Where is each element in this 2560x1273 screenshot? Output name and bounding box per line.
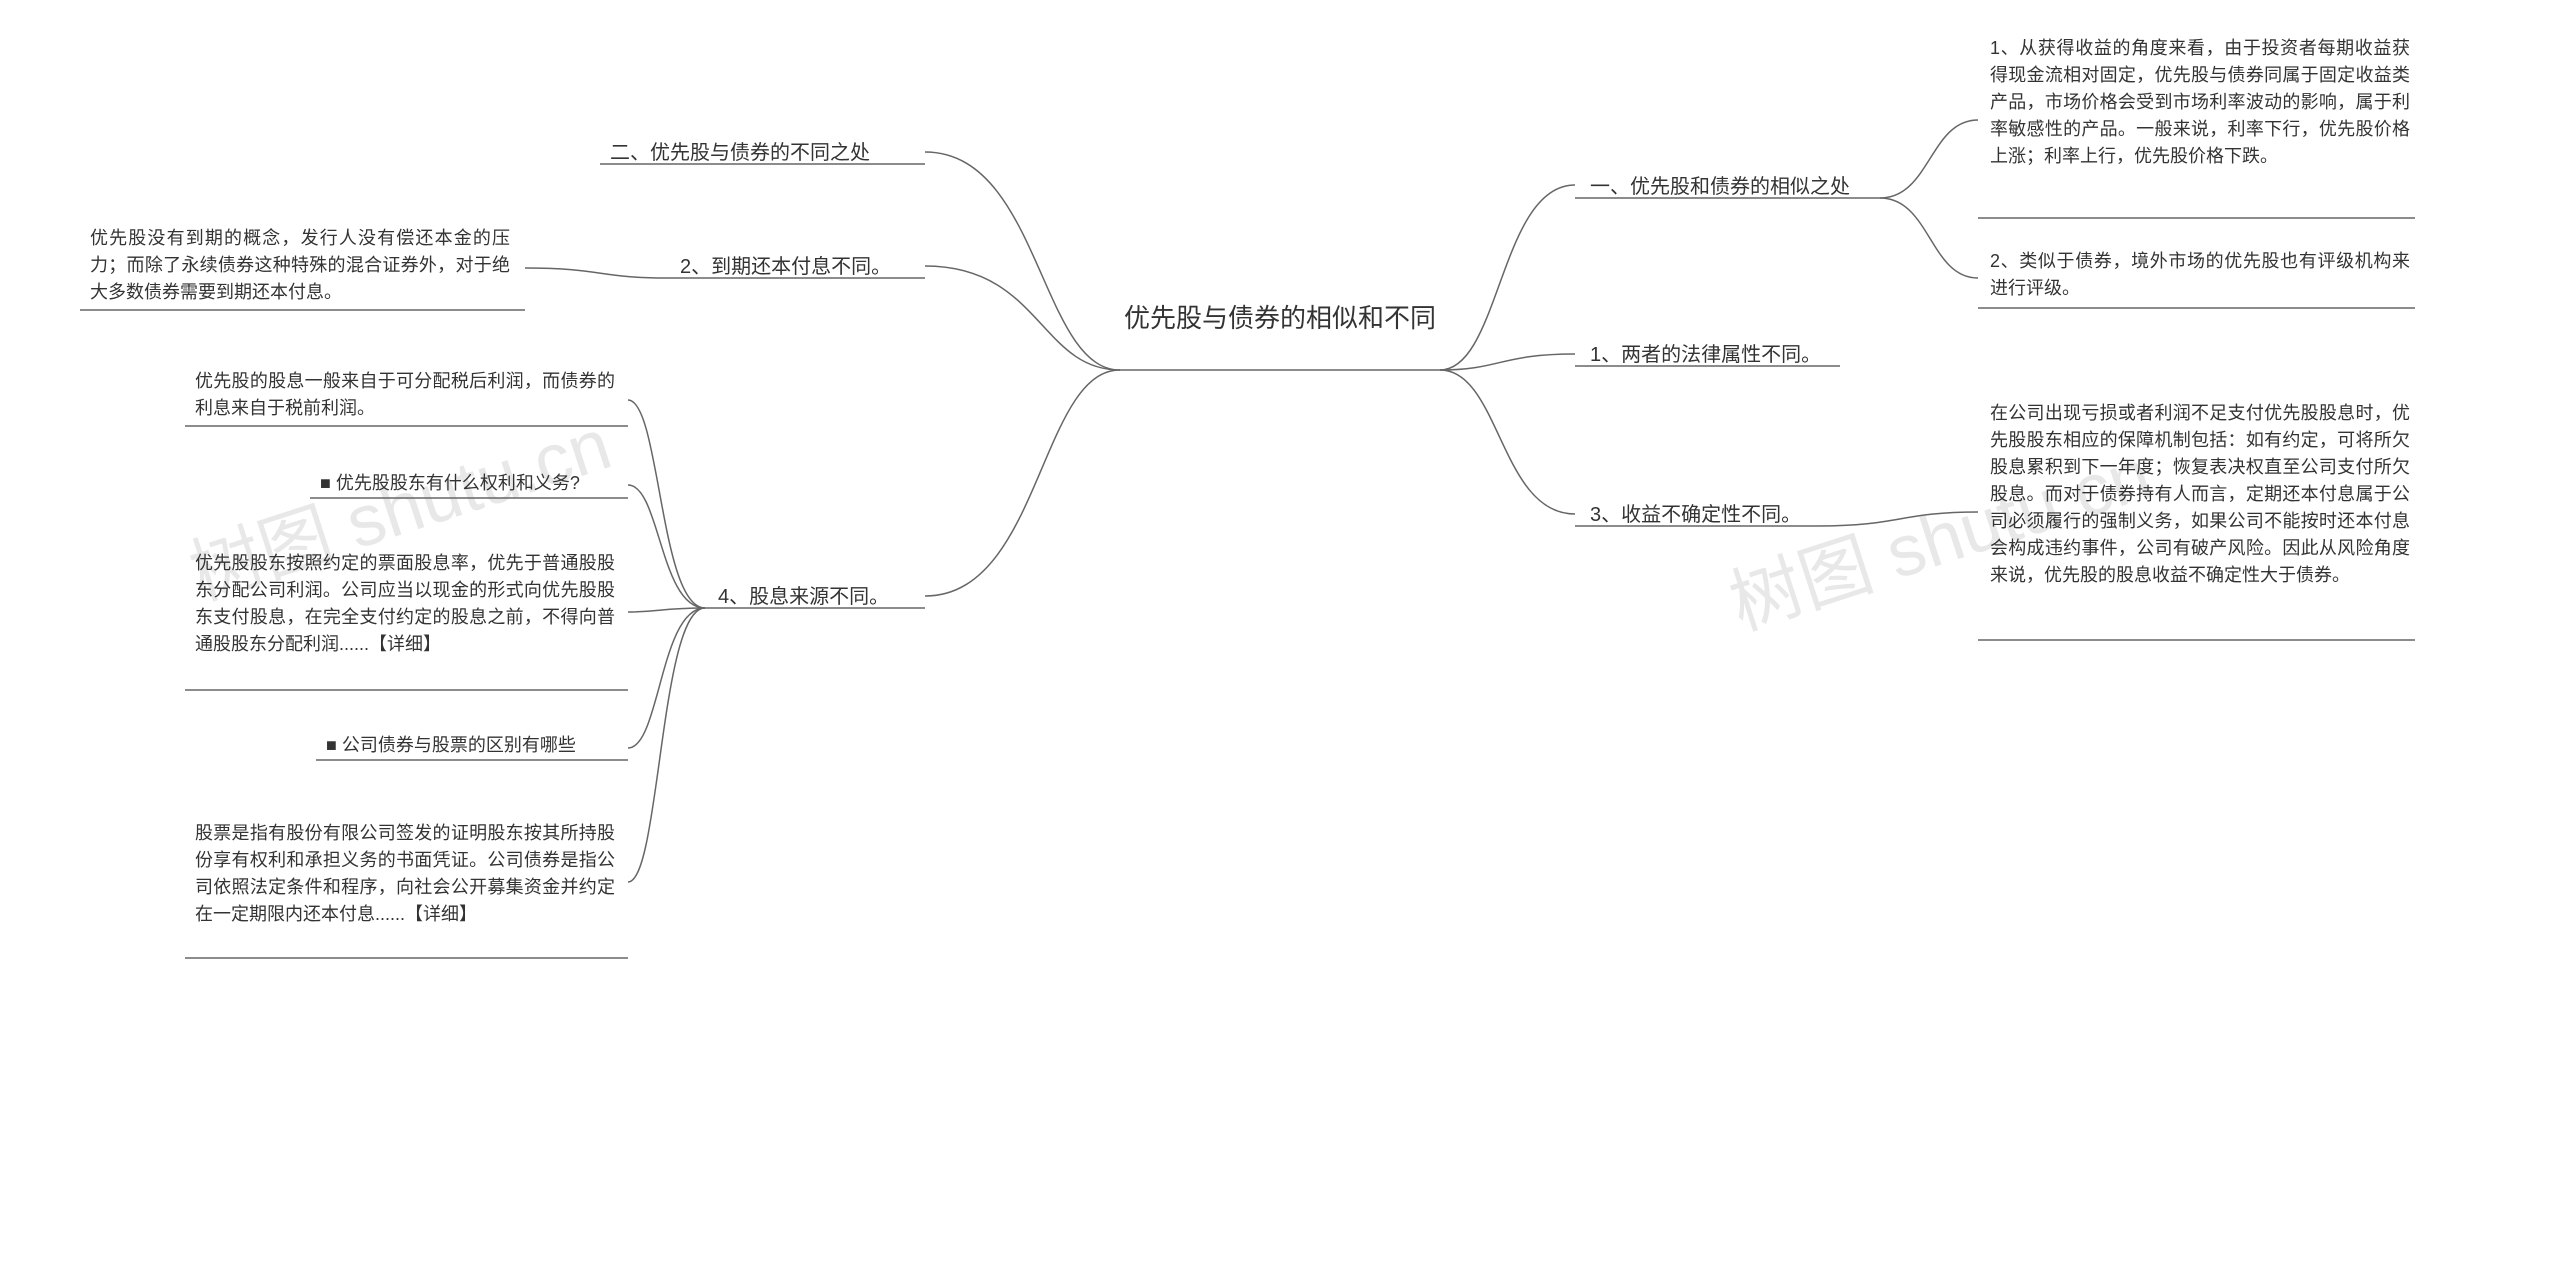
left-branch-dividend-bullet-2: ■ 公司债券与股票的区别有哪些 xyxy=(326,732,746,759)
right-branch-uncertainty-detail: 在公司出现亏损或者利润不足支付优先股股息时，优先股股东相应的保障机制包括：如有约… xyxy=(1990,400,2410,589)
left-branch-dividend: 4、股息来源不同。 xyxy=(718,582,889,612)
right-branch-similar-detail-1: 1、从获得收益的角度来看，由于投资者每期收益获得现金流相对固定，优先股与债券同属… xyxy=(1990,35,2410,170)
left-branch-differences: 二、优先股与债券的不同之处 xyxy=(610,138,870,168)
left-branch-dividend-detail-3: 股票是指有股份有限公司签发的证明股东按其所持股份享有权利和承担义务的书面凭证。公… xyxy=(195,820,615,928)
right-branch-similar-detail-2: 2、类似于债券，境外市场的优先股也有评级机构来进行评级。 xyxy=(1990,248,2410,302)
left-branch-maturity: 2、到期还本付息不同。 xyxy=(680,252,891,282)
left-branch-maturity-detail: 优先股没有到期的概念，发行人没有偿还本金的压力；而除了永续债券这种特殊的混合证券… xyxy=(90,225,510,306)
right-branch-uncertainty: 3、收益不确定性不同。 xyxy=(1590,500,1801,530)
left-branch-dividend-detail-1: 优先股的股息一般来自于可分配税后利润，而债券的利息来自于税前利润。 xyxy=(195,368,615,422)
left-branch-dividend-detail-2: 优先股股东按照约定的票面股息率，优先于普通股股东分配公司利润。公司应当以现金的形… xyxy=(195,550,615,658)
center-node: 优先股与债券的相似和不同 xyxy=(1120,300,1440,336)
right-branch-similar: 一、优先股和债券的相似之处 xyxy=(1590,172,1850,202)
right-branch-legal: 1、两者的法律属性不同。 xyxy=(1590,340,1821,370)
left-branch-dividend-bullet-1: ■ 优先股股东有什么权利和义务? xyxy=(320,470,740,497)
